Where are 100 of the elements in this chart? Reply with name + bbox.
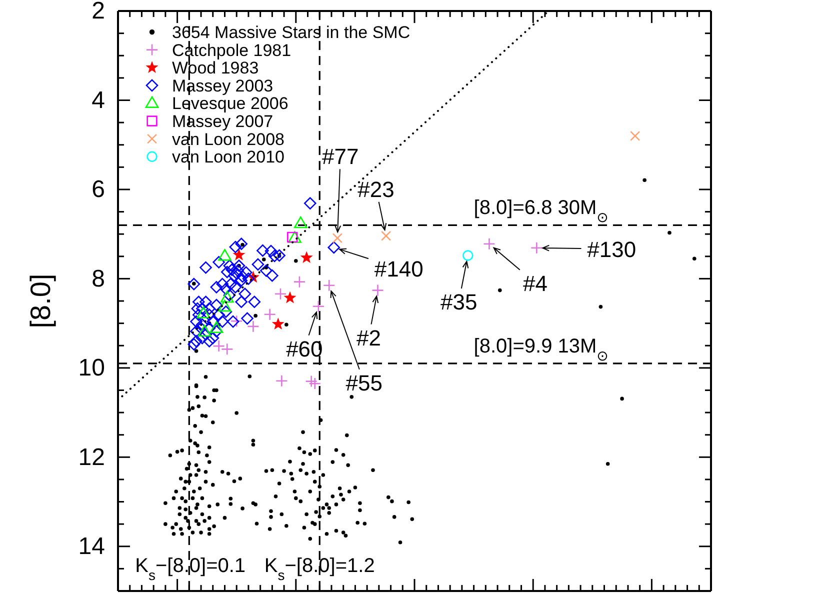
point: [196, 306, 210, 318]
y-tick-label: 6: [92, 176, 105, 204]
point: [287, 232, 298, 243]
point: [226, 315, 240, 328]
point: [212, 340, 225, 352]
annotation: #4: [522, 270, 548, 296]
y-tick-label: 12: [78, 444, 105, 471]
point: [200, 261, 212, 274]
point: [264, 308, 276, 321]
point: [304, 197, 316, 210]
annotation: #23: [358, 176, 394, 202]
point: [218, 248, 232, 261]
point: [630, 130, 640, 141]
point: [272, 318, 284, 330]
point: [273, 249, 286, 262]
point: [332, 233, 342, 244]
annotation: #35: [440, 288, 478, 314]
ref-line-label: K$_{s}$−[8.0]=1.2: [264, 555, 375, 583]
point: [224, 278, 237, 290]
point: [264, 244, 278, 258]
point: [530, 242, 543, 254]
point: [241, 312, 254, 325]
legend-label: van Loon 2010: [172, 147, 284, 166]
annotation: #60: [286, 336, 323, 361]
point: [312, 300, 325, 313]
point: [192, 308, 205, 321]
point: [200, 296, 212, 308]
point: [188, 278, 200, 290]
point: [238, 288, 252, 300]
point: [242, 272, 255, 285]
annotation: #2: [356, 324, 381, 350]
point: [229, 240, 242, 254]
point: [240, 266, 252, 279]
point: [284, 291, 296, 304]
point: [212, 308, 225, 321]
point: [276, 374, 288, 388]
point: [196, 302, 208, 315]
point: [372, 284, 384, 296]
point: [188, 338, 200, 350]
legend-label: 3654 Massive Stars in the SMC: [172, 22, 410, 42]
point: [308, 377, 322, 390]
y-tick-label: 14: [78, 533, 105, 560]
point: [190, 325, 202, 338]
point: [203, 335, 216, 348]
point: [191, 302, 204, 315]
point: [198, 324, 212, 337]
ref-line-label: [8.0]=9.9 13M$_{⊙}$: [474, 335, 608, 364]
legend-label: Wood 1983: [172, 58, 259, 78]
point: [226, 264, 238, 276]
point: [216, 278, 229, 290]
ref-line-label: [8.0]=6.8 30M$_{⊙}$: [474, 197, 608, 226]
point: [220, 282, 232, 296]
point: [216, 315, 229, 328]
point: [220, 266, 234, 278]
y-tick-label: 4: [92, 86, 105, 114]
point: [328, 241, 340, 254]
annotation: #55: [346, 370, 382, 395]
point: [293, 276, 306, 288]
y-tick-label: 2: [92, 0, 105, 25]
point: [274, 288, 287, 300]
point: [462, 250, 474, 261]
point: [196, 318, 208, 331]
point: [210, 281, 223, 294]
point: [288, 231, 302, 243]
point: [483, 238, 496, 250]
annotation: #140: [374, 256, 424, 281]
point: [232, 260, 246, 272]
point: [235, 296, 248, 308]
legend-label: Levesque 2006: [172, 94, 288, 113]
point: [380, 230, 392, 241]
point: [305, 375, 318, 388]
legend-label: Massey 2007: [172, 112, 274, 130]
point: [252, 258, 264, 271]
legend-label: Catchpole 1981: [172, 40, 292, 60]
point: [223, 260, 236, 272]
y-tick-label: 10: [78, 354, 105, 382]
point: [220, 306, 232, 318]
ref-line-label: K$_{s}$−[8.0]=0.1: [135, 555, 246, 583]
point: [230, 314, 243, 328]
point: [268, 250, 281, 262]
point: [236, 270, 249, 283]
point: [223, 289, 236, 302]
point: [235, 238, 248, 250]
y-tick-label: 8: [92, 265, 105, 292]
point: [210, 298, 223, 312]
point: [260, 264, 272, 277]
point: [322, 279, 336, 292]
point: [203, 302, 216, 315]
point: [248, 296, 261, 308]
point: [206, 332, 220, 344]
point: [196, 332, 208, 344]
point: [294, 216, 308, 228]
point: [220, 290, 234, 303]
point: [190, 335, 202, 348]
point: [210, 325, 223, 338]
point: [247, 320, 260, 333]
point: [203, 308, 216, 321]
point: [232, 248, 246, 260]
point: [212, 256, 225, 268]
point: [220, 343, 234, 356]
